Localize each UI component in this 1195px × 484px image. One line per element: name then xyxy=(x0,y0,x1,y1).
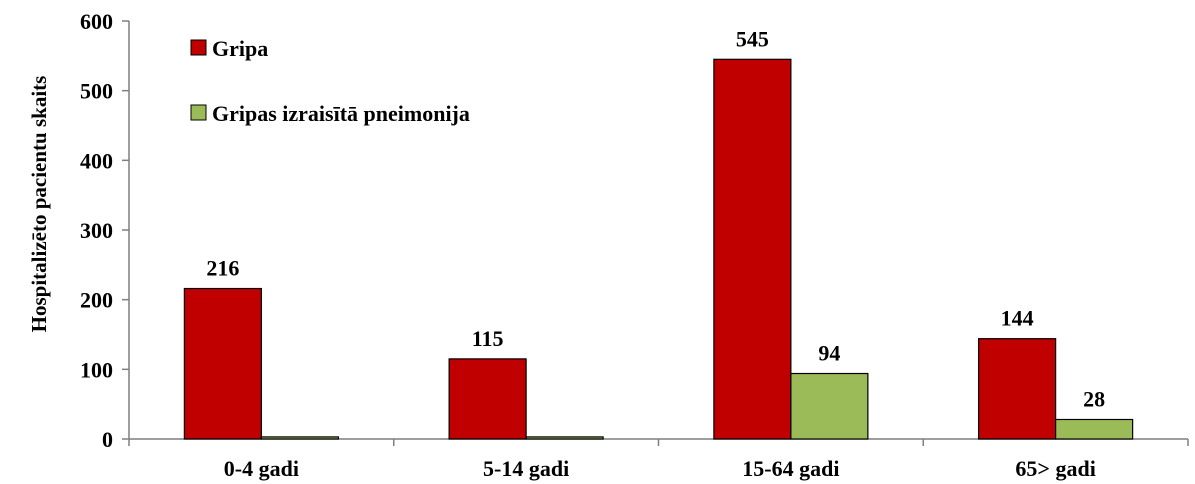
y-axis-title: Hospitalizēto pacientu skaits xyxy=(27,76,51,333)
x-category-label: 0-4 gadi xyxy=(224,456,299,481)
bar xyxy=(790,372,869,440)
bar xyxy=(448,358,527,440)
bar xyxy=(183,287,262,440)
data-labels: 216 115 545 144 94 28 xyxy=(206,26,1105,411)
y-tick-label: 0 xyxy=(102,427,113,452)
x-axis: 0-4 gadi 5-14 gadi 15-64 gadi 65> gadi xyxy=(128,438,1189,481)
data-label: 28 xyxy=(1083,386,1105,411)
legend-swatch xyxy=(190,104,207,121)
legend-label: Gripas izraisītā pneimonija xyxy=(212,101,470,126)
legend-label: Gripa xyxy=(212,36,268,61)
bar xyxy=(260,436,339,440)
y-tick-label: 600 xyxy=(80,9,113,34)
y-tick-label: 300 xyxy=(80,218,113,243)
data-label: 216 xyxy=(206,256,239,281)
y-tick-label: 100 xyxy=(80,357,113,382)
y-tick-label: 500 xyxy=(80,79,113,104)
data-label: 94 xyxy=(818,341,840,366)
x-category-label: 65> gadi xyxy=(1015,456,1095,481)
bars xyxy=(183,58,1134,440)
bar xyxy=(978,338,1057,440)
y-tick-label: 400 xyxy=(80,148,113,173)
x-category-label: 5-14 gadi xyxy=(483,456,569,481)
y-tick-label: 200 xyxy=(80,288,113,313)
data-label: 144 xyxy=(1001,306,1034,331)
x-category-label: 15-64 gadi xyxy=(742,456,839,481)
bar xyxy=(1055,418,1134,440)
legend-swatch xyxy=(190,39,207,56)
y-axis: 0 100 200 300 400 500 600 xyxy=(80,9,130,452)
legend: Gripa Gripas izraisītā pneimonija xyxy=(190,36,470,126)
data-label: 545 xyxy=(736,26,769,51)
bar xyxy=(713,58,792,440)
data-label: 115 xyxy=(472,326,504,351)
bar xyxy=(525,436,604,440)
